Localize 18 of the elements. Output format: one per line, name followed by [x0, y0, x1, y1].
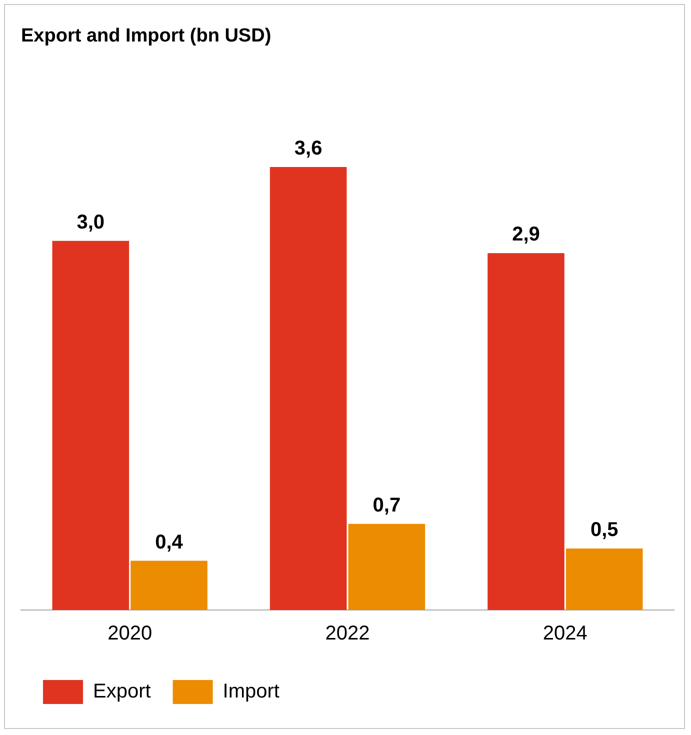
bar — [270, 167, 347, 610]
x-tick-label: 2022 — [325, 622, 370, 645]
bar — [566, 548, 643, 610]
chart-title: Export and Import (bn USD) — [21, 26, 272, 47]
legend-label: Export — [93, 680, 152, 703]
bar — [348, 524, 426, 610]
bar — [130, 560, 208, 610]
data-label: 2,9 — [512, 224, 540, 246]
data-label: 0,5 — [590, 518, 618, 541]
x-tick-label: 2020 — [108, 622, 152, 645]
bar — [488, 253, 564, 610]
data-label: 3,0 — [76, 211, 105, 234]
x-tick-label: 2024 — [542, 622, 588, 645]
data-label: 0,4 — [155, 531, 184, 554]
data-label: 0,7 — [372, 494, 401, 516]
data-label: 3,6 — [294, 138, 322, 160]
bar — [52, 240, 130, 610]
legend-label: Import — [222, 680, 280, 703]
